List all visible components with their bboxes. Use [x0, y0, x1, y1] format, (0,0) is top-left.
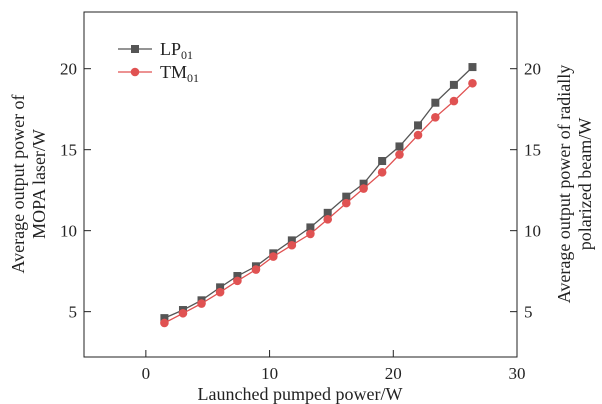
- data-point-circle: [178, 308, 188, 318]
- data-point-square: [342, 192, 351, 201]
- data-point-square: [287, 236, 296, 245]
- y-tick-label-left: 15: [60, 141, 77, 160]
- data-point-circle: [160, 318, 169, 328]
- x-tick-label: 30: [509, 364, 526, 383]
- data-point-circle: [323, 215, 333, 224]
- data-point-square: [233, 272, 242, 281]
- data-point-circle: [233, 276, 242, 286]
- data-point-circle: [287, 240, 297, 250]
- data-point-square: [414, 121, 423, 130]
- data-point-square: [468, 63, 477, 72]
- data-point-circle: [306, 229, 315, 239]
- data-point-circle: [431, 112, 440, 122]
- data-point-circle: [449, 96, 459, 106]
- x-axis-label: Launched pumped power/W: [198, 384, 403, 404]
- legend-label: LP01: [160, 39, 193, 62]
- data-point-square: [431, 98, 440, 107]
- y-axis-label-right: Average output power of radiallypolarize…: [554, 65, 595, 304]
- data-point-square: [306, 223, 315, 232]
- x-tick-label: 10: [261, 364, 278, 383]
- legend-label: TM01: [160, 62, 199, 85]
- data-point-square: [216, 283, 225, 292]
- data-point-square: [323, 208, 332, 217]
- y-tick-label-left: 5: [69, 303, 78, 322]
- data-point-circle: [395, 150, 404, 159]
- x-tick-label: 0: [142, 364, 151, 383]
- data-point-circle: [359, 184, 368, 193]
- data-point-square: [378, 157, 387, 166]
- series-line-2: [164, 82, 473, 324]
- legend-marker-square: [131, 45, 139, 53]
- data-point-circle: [413, 130, 423, 140]
- data-point-square: [449, 80, 458, 89]
- data-point-circle: [468, 78, 477, 88]
- y-axis-label-left: Average output power ofMOPA laser/W: [8, 94, 49, 273]
- y-tick-label-right: 5: [524, 303, 533, 322]
- y-tick-label-right: 10: [524, 222, 541, 241]
- data-point-circle: [215, 287, 225, 297]
- data-point-circle: [268, 252, 278, 261]
- series-line-1: [164, 66, 473, 319]
- x-tick-label: 20: [385, 364, 402, 383]
- y-tick-label-right: 15: [524, 141, 541, 160]
- y-tick-label-left: 10: [60, 222, 77, 241]
- data-point-circle: [251, 265, 261, 274]
- data-point-circle: [377, 168, 387, 177]
- y-tick-label-left: 20: [60, 60, 77, 79]
- data-point-square: [359, 179, 368, 188]
- y-tick-label-right: 20: [524, 60, 541, 79]
- data-point-square: [395, 142, 404, 151]
- data-point-circle: [341, 198, 351, 208]
- data-point-square: [160, 314, 169, 323]
- plot-frame: [83, 11, 518, 358]
- legend-marker-circle: [130, 67, 140, 77]
- data-point-circle: [197, 299, 206, 308]
